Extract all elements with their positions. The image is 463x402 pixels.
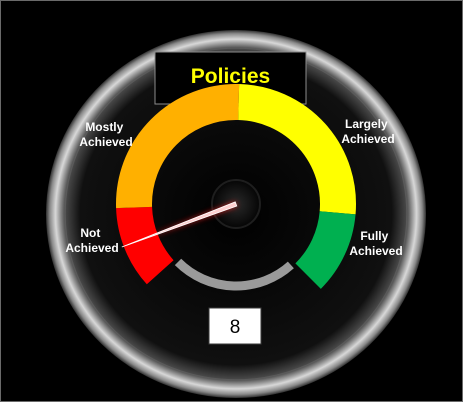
band-not-achieved [116, 206, 174, 285]
gauge-bezel-inner-ring [64, 47, 408, 381]
band-label-largely-achieved: Largely Achieved [341, 117, 394, 146]
band-mostly-achieved [116, 84, 240, 209]
band-label-mostly-achieved: Mostly Achieved [79, 120, 132, 149]
band-fully-achieved [294, 210, 356, 289]
value-box [208, 307, 262, 345]
gauge-lower-track [174, 258, 294, 291]
gauge-bands [116, 84, 356, 289]
band-label-not-achieved: Not Achieved [65, 226, 118, 255]
gauge-value: 8 [230, 317, 241, 338]
band-largely-achieved [237, 84, 356, 215]
band-label-fully-achieved: Fully Achieved [349, 229, 402, 258]
gauge-needle [121, 201, 238, 248]
gauge-title: Policies [191, 65, 270, 88]
needle-pointer [121, 201, 238, 248]
